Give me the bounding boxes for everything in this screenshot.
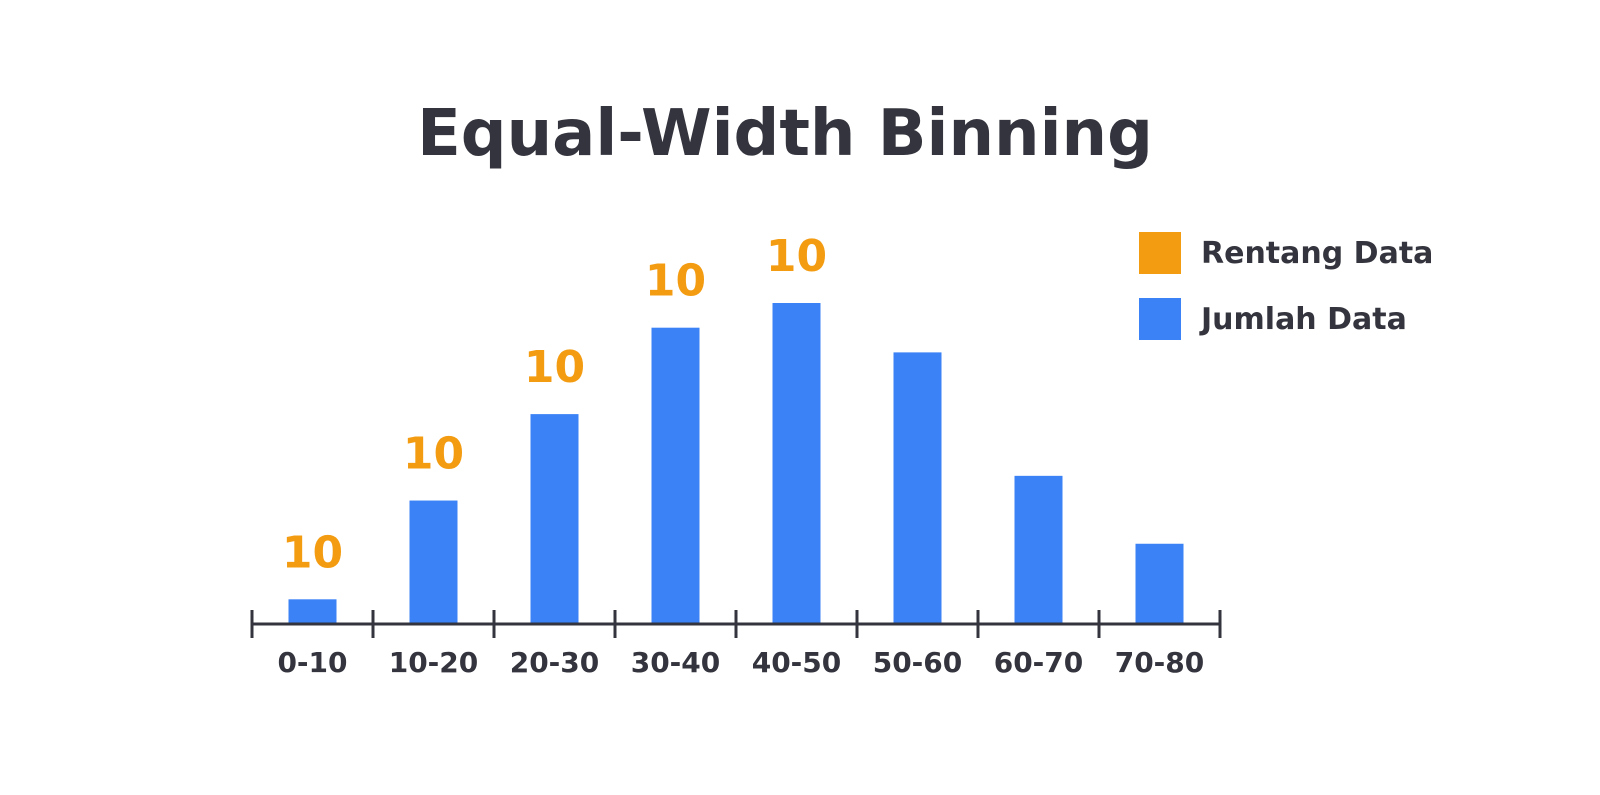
chart-title: Equal-Width Binning — [417, 97, 1153, 171]
bar-40-50 — [772, 303, 821, 624]
data-label-20-30: 10 — [524, 342, 585, 393]
data-label-30-40: 10 — [645, 256, 706, 307]
tick-label-0-10: 0-10 — [277, 646, 347, 679]
tick-label-10-20: 10-20 — [389, 646, 479, 679]
tick-label-60-70: 60-70 — [994, 646, 1084, 679]
tick-label-50-60: 50-60 — [873, 646, 963, 679]
bar-30-40 — [651, 327, 700, 624]
bar-10-20 — [409, 500, 458, 624]
data-label-40-50: 10 — [766, 231, 827, 282]
legend-label-jumlah-data: Jumlah Data — [1199, 302, 1407, 337]
tick-label-30-40: 30-40 — [631, 646, 721, 679]
bar-50-60 — [893, 352, 942, 624]
legend-swatch-jumlah-data — [1139, 298, 1181, 340]
bar-20-30 — [530, 414, 579, 624]
x-axis — [250, 610, 1222, 638]
tick-label-20-30: 20-30 — [510, 646, 600, 679]
data-label-10-20: 10 — [403, 429, 464, 480]
data-label-0-10: 10 — [282, 527, 343, 578]
bar-70-80 — [1135, 543, 1184, 624]
bars-group — [288, 303, 1184, 624]
tick-label-70-80: 70-80 — [1115, 646, 1205, 679]
x-tick-labels: 0-10 10-20 20-30 30-40 40-50 50-60 60-70 70-80 — [277, 646, 1204, 679]
legend: Rentang Data Jumlah Data — [1139, 232, 1433, 340]
bar-60-70 — [1014, 475, 1063, 624]
tick-label-40-50: 40-50 — [752, 646, 842, 679]
legend-swatch-rentang-data — [1139, 232, 1181, 274]
legend-label-rentang-data: Rentang Data — [1201, 236, 1433, 271]
bar-0-10 — [288, 599, 337, 624]
data-labels-group: 10 10 10 10 10 — [282, 231, 827, 578]
